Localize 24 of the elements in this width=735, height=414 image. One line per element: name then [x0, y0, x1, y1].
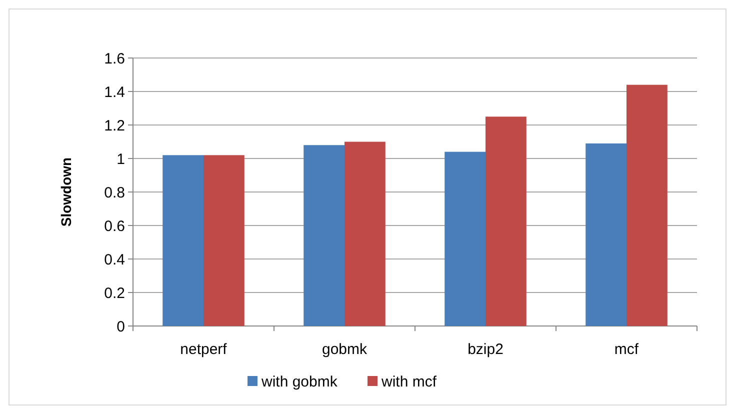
y-tick-label: 0: [116, 318, 125, 336]
bar: [344, 142, 386, 326]
y-axis-title: Slowdown: [58, 157, 74, 227]
y-tick-label: 1: [116, 150, 125, 168]
bar: [162, 155, 204, 326]
bar: [204, 155, 244, 326]
legend-label: with mcf: [380, 373, 438, 390]
bar: [304, 145, 344, 326]
legend-label: with gobmk: [260, 373, 338, 390]
bar: [444, 152, 486, 326]
y-tick-label: 0.8: [104, 184, 125, 202]
x-tick-label: mcf: [614, 341, 640, 358]
x-tick-label: netperf: [180, 341, 228, 358]
y-tick-label: 1.6: [104, 50, 125, 68]
y-tick-label: 1.2: [104, 117, 125, 134]
bar: [486, 116, 526, 326]
bar: [626, 84, 668, 326]
bar: [586, 143, 626, 326]
y-tick-label: 1.4: [104, 84, 125, 101]
x-tick-label: bzip2: [468, 341, 504, 358]
y-tick-label: 0.4: [104, 251, 125, 268]
y-tick-label: 0.6: [104, 218, 125, 235]
y-tick-label: 0.2: [104, 284, 125, 302]
x-tick-label: gobmk: [322, 341, 368, 358]
